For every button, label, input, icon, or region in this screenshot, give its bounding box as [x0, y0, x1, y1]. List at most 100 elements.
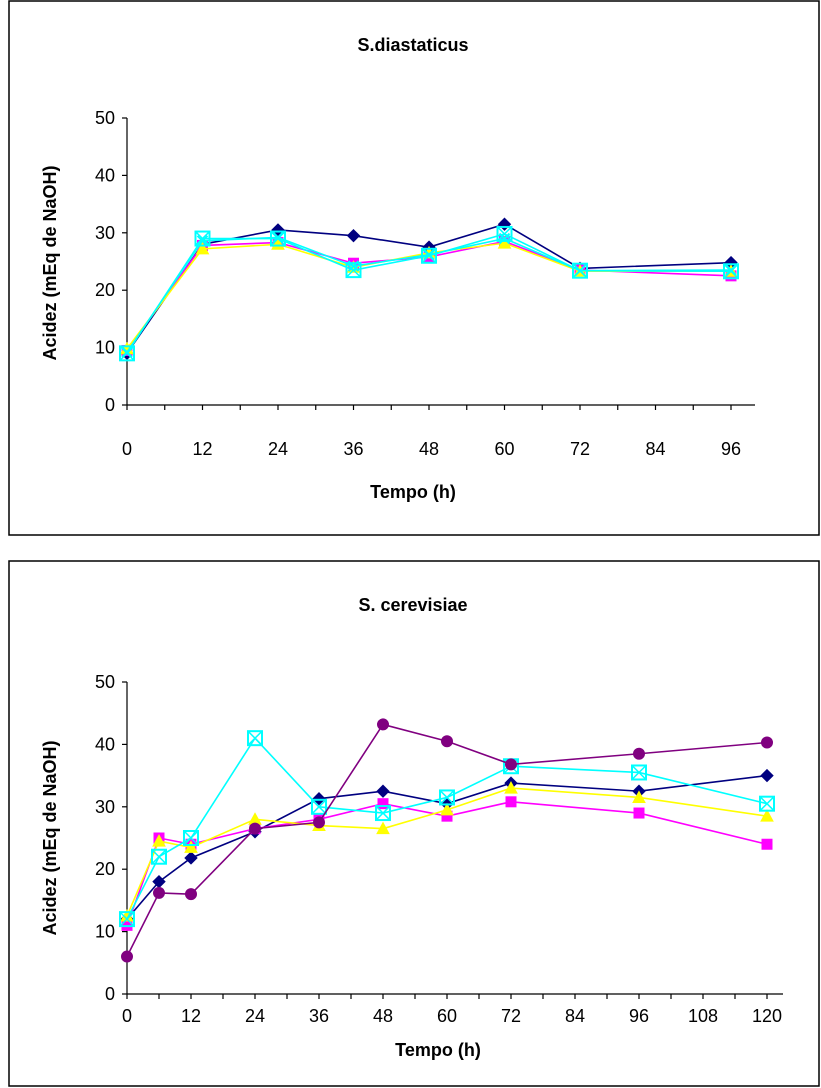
x-tick-label: 48: [373, 1006, 393, 1026]
data-point-s3-3: [247, 730, 263, 747]
series-line-3: [126, 736, 768, 920]
data-point-s0-2: [271, 223, 285, 237]
series-line-4: [126, 723, 768, 957]
data-point-s4-4: [421, 247, 437, 264]
x-tick-label: 48: [419, 439, 439, 459]
plot-area: [119, 718, 775, 963]
data-point-s4-5: [496, 225, 513, 242]
data-point-s2-7: [504, 781, 518, 794]
data-point-s4-0: [119, 345, 135, 362]
y-axis-label: Acidez (mEq de NaOH): [40, 165, 60, 360]
data-point-s0-2: [184, 851, 198, 865]
data-point-s4-2: [185, 888, 197, 901]
data-point-s2-5: [376, 821, 390, 835]
x-tick-label: 12: [192, 439, 212, 459]
x-tick-label: 36: [309, 1006, 329, 1026]
data-point-s2-8: [632, 790, 646, 803]
x-tick-label: 60: [494, 439, 514, 459]
x-tick-label: 0: [122, 1006, 132, 1026]
data-point-s2-6: [440, 802, 454, 816]
x-tick-label: 84: [565, 1006, 585, 1026]
data-point-s4-4: [313, 816, 325, 829]
data-point-s2-9: [760, 809, 774, 822]
y-tick-label: 10: [95, 922, 115, 942]
chart-panel-diastaticus: S.diastaticus Tempo (h) Acidez (mEq de N…: [8, 0, 820, 536]
data-point-s4-6: [441, 735, 453, 748]
data-point-s3-9: [759, 795, 775, 812]
y-tick-label: 30: [95, 797, 115, 817]
chart-title: S.diastaticus: [357, 35, 468, 55]
data-point-s4-0: [121, 950, 133, 963]
x-tick-label: 72: [501, 1006, 521, 1026]
data-point-s3-4: [423, 248, 435, 261]
data-point-s4-1: [194, 230, 211, 247]
x-axis-label: Tempo (h): [395, 1040, 481, 1060]
x-tick-label: 96: [721, 439, 741, 459]
x-tick-label: 72: [570, 439, 590, 459]
y-tick-label: 0: [105, 395, 115, 415]
data-point-s1-9: [761, 838, 773, 850]
data-point-s3-0: [119, 911, 135, 928]
data-point-s0-9: [760, 768, 774, 783]
data-point-s1-8: [633, 807, 645, 819]
axes: 0 10 20 30 40 50 0 12 24 36 48 60 72 84 96 108 120: [95, 672, 783, 1026]
data-point-s4-5: [377, 718, 389, 731]
data-point-s4-1: [153, 886, 165, 899]
series-line-2: [126, 787, 768, 917]
y-tick-label: 30: [95, 223, 115, 243]
chart-frame: [8, 0, 820, 536]
series-line-0: [126, 774, 768, 920]
chart-diastaticus: S.diastaticus Tempo (h) Acidez (mEq de N…: [8, 0, 820, 536]
x-tick-label: 24: [268, 439, 288, 459]
data-point-s3-8: [631, 764, 647, 781]
x-tick-label: 96: [629, 1006, 649, 1026]
series-line-1: [126, 801, 768, 926]
y-tick-label: 40: [95, 734, 115, 754]
x-tick-label: 24: [245, 1006, 265, 1026]
data-point-s2-1: [195, 241, 210, 255]
data-point-s2-1: [152, 834, 166, 847]
data-point-s4-7: [505, 758, 517, 771]
y-tick-label: 10: [95, 338, 115, 358]
data-point-s0-3: [346, 228, 361, 243]
chart-cerevisiae: S. cerevisiae Tempo (h) Acidez (mEq de N…: [8, 560, 820, 1087]
x-tick-label: 36: [343, 439, 363, 459]
data-point-s3-5: [375, 805, 391, 822]
x-tick-label: 12: [181, 1006, 201, 1026]
y-tick-label: 40: [95, 165, 115, 185]
y-tick-label: 50: [95, 108, 115, 128]
x-tick-label: 84: [645, 439, 665, 459]
data-point-s0-5: [376, 784, 390, 798]
data-point-s2-2: [184, 840, 198, 853]
y-tick-label: 0: [105, 984, 115, 1004]
data-point-s3-1: [151, 848, 167, 865]
data-point-s4-6: [572, 262, 588, 279]
chart-title: S. cerevisiae: [358, 595, 467, 615]
data-point-s4-3: [249, 822, 261, 835]
data-point-s3-7: [725, 264, 737, 276]
series-line-0: [126, 223, 732, 354]
y-tick-label: 20: [95, 280, 115, 300]
plot-area: [119, 217, 739, 362]
data-point-s0-4: [312, 791, 326, 806]
x-tick-label: 120: [752, 1006, 782, 1026]
x-tick-label: 108: [688, 1006, 718, 1026]
data-point-s4-3: [345, 262, 362, 279]
x-tick-label: 60: [437, 1006, 457, 1026]
y-tick-label: 50: [95, 672, 115, 692]
chart-panel-cerevisiae: S. cerevisiae Tempo (h) Acidez (mEq de N…: [0, 560, 821, 1088]
data-point-s1-5: [377, 798, 389, 810]
data-point-s4-9: [761, 736, 773, 749]
y-tick-label: 20: [95, 859, 115, 879]
data-point-s3-6: [439, 789, 455, 806]
data-point-s4-7: [723, 263, 739, 280]
series-line-4: [126, 233, 732, 354]
y-axis-label: Acidez (mEq de NaOH): [40, 740, 60, 935]
data-point-s4-2: [270, 230, 286, 247]
x-tick-label: 0: [122, 439, 132, 459]
data-point-s1-7: [505, 796, 517, 808]
x-axis-label: Tempo (h): [370, 482, 456, 502]
data-point-s4-8: [633, 747, 645, 760]
data-point-s3-2: [183, 830, 199, 846]
data-point-s3-4: [311, 798, 327, 815]
